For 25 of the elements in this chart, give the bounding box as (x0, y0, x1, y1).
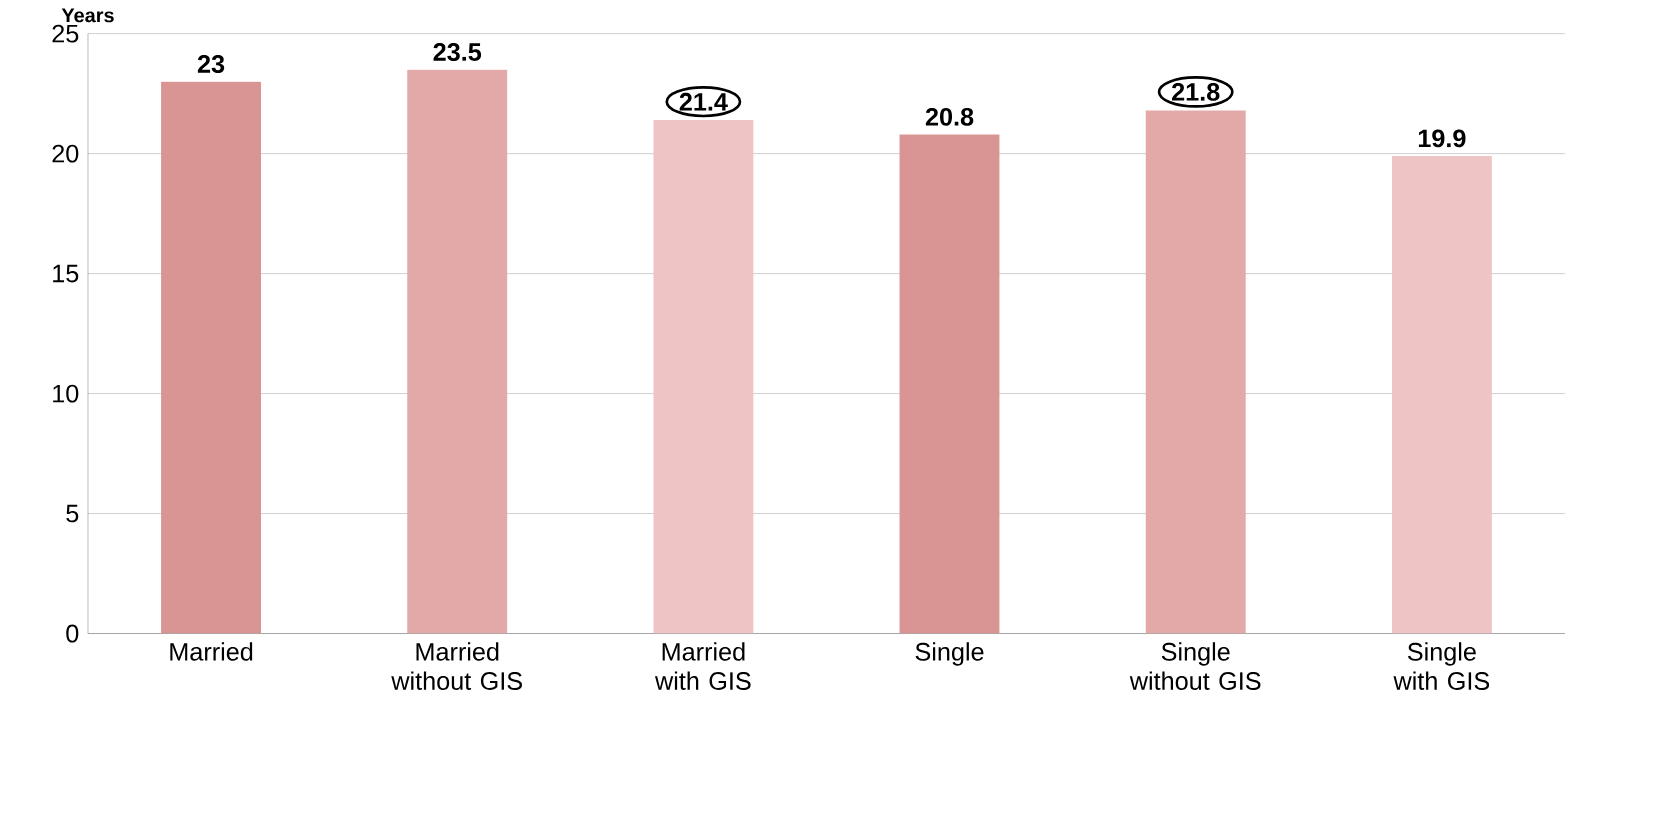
x-tick-label: Married without GIS (391, 641, 522, 690)
y-tick-label: 25 (52, 24, 79, 43)
x-tick-label: Single with GIS (1393, 641, 1490, 690)
bar (653, 119, 754, 634)
x-tick-label: Married with GIS (654, 641, 751, 690)
bar (899, 134, 1000, 634)
y-tick-label: 5 (66, 504, 79, 523)
bar (407, 69, 508, 634)
x-tick-label: Single (915, 641, 984, 666)
y-axis-title: Years (61, 8, 114, 23)
y-tick-label: 10 (53, 384, 79, 403)
data-label: 23.5 (433, 42, 482, 61)
y-tick-label: 20 (52, 144, 79, 163)
x-tick-label: Married (170, 641, 253, 661)
bar (1145, 110, 1246, 634)
annotation: 21.8 (1172, 82, 1220, 101)
bar (161, 81, 262, 634)
y-tick-label: 0 (66, 624, 79, 643)
x-tick-label: Single without GIS (1129, 641, 1261, 690)
data-label: 20.8 (925, 107, 974, 126)
annotation: 21.4 (679, 92, 728, 111)
bar (1391, 155, 1492, 634)
data-label: 23 (197, 54, 225, 73)
y-tick-label: 15 (53, 264, 79, 283)
data-label: 19.9 (1418, 129, 1466, 148)
